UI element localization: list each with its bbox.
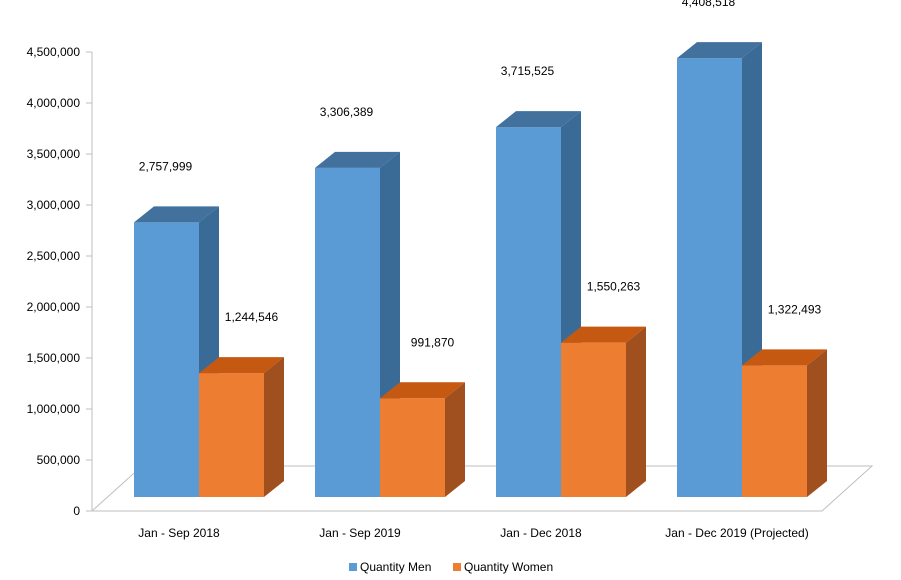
- bar-women: [199, 357, 284, 497]
- bar-front: [134, 222, 199, 497]
- y-tick-label: 2,000,000: [27, 300, 81, 314]
- y-tick-label: 1,500,000: [27, 351, 81, 365]
- bar-top: [380, 382, 465, 399]
- bar-top: [742, 349, 827, 366]
- bar-women: [561, 326, 646, 497]
- bar-front: [380, 398, 445, 497]
- data-label: 1,244,546: [225, 310, 279, 324]
- legend-item: Quantity Women: [453, 560, 553, 574]
- y-tick-label: 500,000: [37, 453, 81, 467]
- legend-label: Quantity Men: [360, 560, 431, 574]
- bar-women: [380, 382, 465, 497]
- labels-layer: 2,757,999 1,244,546 Jan - Sep 2018 3,306,38…: [138, 0, 821, 540]
- data-label: 2,757,999: [139, 159, 193, 173]
- chart-floor: [90, 465, 874, 512]
- bar-top: [315, 151, 400, 168]
- data-label: 3,306,389: [320, 105, 374, 119]
- legend: Quantity Men Quantity Women: [349, 560, 553, 574]
- bars-layer: [134, 42, 827, 497]
- y-tick-label: 3,000,000: [27, 198, 81, 212]
- data-label: 1,322,493: [768, 302, 822, 316]
- bar-side: [807, 349, 827, 497]
- bar-side: [445, 382, 465, 497]
- bar-front: [199, 373, 264, 497]
- bar-front: [742, 365, 807, 497]
- y-tick-label: 4,500,000: [27, 45, 81, 59]
- y-tick-label: 4,000,000: [27, 96, 81, 110]
- bar-women: [742, 349, 827, 497]
- bar-top: [561, 326, 646, 343]
- x-category-label: Jan - Dec 2019 (Projected): [665, 526, 808, 540]
- y-tick-label: 3,500,000: [27, 147, 81, 161]
- axes-layer: 0 500,000 1,000,000 1,500,000 2,000,000 2,500…: [27, 45, 874, 518]
- bar-side: [264, 357, 284, 497]
- legend-swatch: [349, 563, 357, 571]
- y-tick-label: 1,000,000: [27, 402, 81, 416]
- legend-label: Quantity Women: [464, 560, 553, 574]
- y-tick-label: 2,500,000: [27, 249, 81, 263]
- bar-front: [496, 127, 561, 497]
- x-category-label: Jan - Sep 2018: [138, 526, 220, 540]
- bar-top: [134, 206, 219, 223]
- data-label: 991,870: [411, 335, 455, 349]
- y-tick-label: 0: [73, 504, 80, 518]
- legend-item: Quantity Men: [349, 560, 431, 574]
- bar-top: [496, 111, 581, 128]
- data-label: 3,715,525: [501, 64, 555, 78]
- legend-swatch: [453, 563, 461, 571]
- bar-front: [677, 58, 742, 497]
- data-label: 4,408,518: [682, 0, 736, 9]
- bar-top: [677, 42, 762, 59]
- x-category-label: Jan - Dec 2018: [500, 526, 582, 540]
- bar-top: [199, 357, 284, 374]
- data-label: 1,550,263: [587, 280, 641, 294]
- bar-front: [561, 342, 626, 497]
- x-category-label: Jan - Sep 2019: [319, 526, 401, 540]
- bar-side: [626, 326, 646, 497]
- bar-front: [315, 167, 380, 497]
